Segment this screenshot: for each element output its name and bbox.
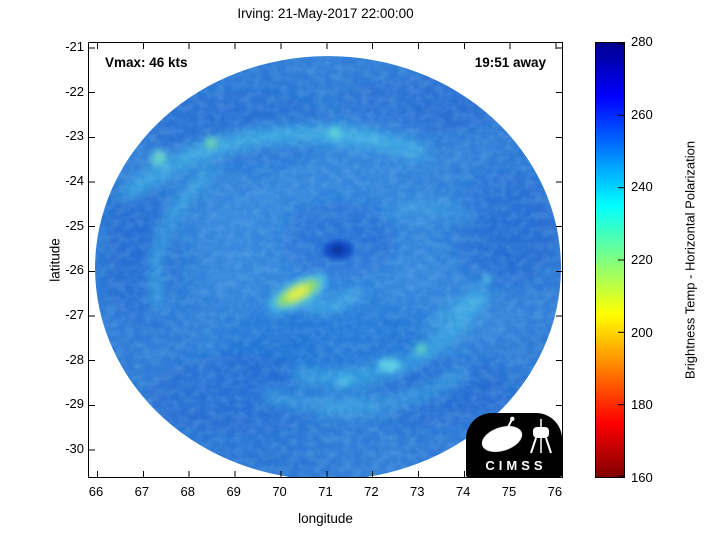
y-tick-label: -21: [65, 39, 84, 54]
x-axis-label: longitude: [298, 511, 353, 526]
figure-title: Irving: 21-May-2017 22:00:00: [237, 6, 414, 21]
colorbar-tick-marks: [618, 43, 624, 477]
colorbar-gradient: [595, 42, 625, 478]
x-tick-label: 75: [501, 484, 517, 499]
colorbar-tick-label: 180: [631, 397, 653, 413]
colorbar-tick-label: 240: [631, 179, 653, 195]
y-tick-label: -26: [65, 262, 84, 278]
colorbar-tick-label: 220: [631, 251, 653, 267]
x-tick-label: 72: [364, 484, 379, 499]
satellite-dish-tower-icon: [481, 416, 552, 454]
x-tick-label: 74: [455, 484, 471, 499]
colorbar-tick-label: 200: [631, 324, 653, 340]
x-tick-label: 66: [88, 484, 104, 499]
y-tick-label: -30: [65, 440, 84, 456]
y-tick-label: -25: [65, 217, 84, 233]
x-tick-label: 68: [180, 484, 196, 499]
x-tick-label: 76: [547, 484, 563, 499]
x-tick-label: 71: [318, 484, 333, 499]
cimss-logo: CIMSS: [466, 413, 562, 477]
eta-label: 19:51 away: [474, 55, 546, 70]
x-axis-tick-labels: 66 67 68 69 70 71 72 73 74 75 76: [76, 484, 575, 499]
colorbar-axis-label: Brightness Temp - Horizontal Polarizatio…: [682, 140, 698, 380]
x-tick-label: 73: [410, 484, 425, 499]
axis-tick-marks: [89, 43, 562, 477]
x-tick-label: 67: [134, 484, 150, 499]
plot-area: Vmax: 46 kts 19:51 away CIMSS: [88, 42, 563, 478]
y-tick-label: -23: [65, 128, 84, 144]
y-axis-tick-labels: -21 -22 -23 -24 -25 -26 -27 -28 -29 -30: [40, 39, 84, 457]
colorbar-tick-label: 260: [631, 106, 653, 122]
y-tick-label: -27: [65, 306, 84, 322]
x-tick-label: 69: [226, 484, 241, 499]
cimss-logo-text: CIMSS: [485, 458, 547, 473]
y-tick-label: -22: [65, 83, 84, 99]
brightness-temp-image: [95, 56, 561, 477]
y-tick-label: -28: [65, 351, 84, 367]
colorbar-tick-label: 160: [631, 469, 653, 485]
vmax-label: Vmax: 46 kts: [105, 55, 188, 70]
colorbar-tick-labels: 280 260 240 220 200 180 160: [631, 34, 653, 486]
x-tick-label: 70: [272, 484, 287, 499]
colorbar-tick-label: 280: [631, 34, 653, 49]
y-tick-label: -24: [65, 172, 84, 188]
y-tick-label: -29: [65, 396, 84, 412]
